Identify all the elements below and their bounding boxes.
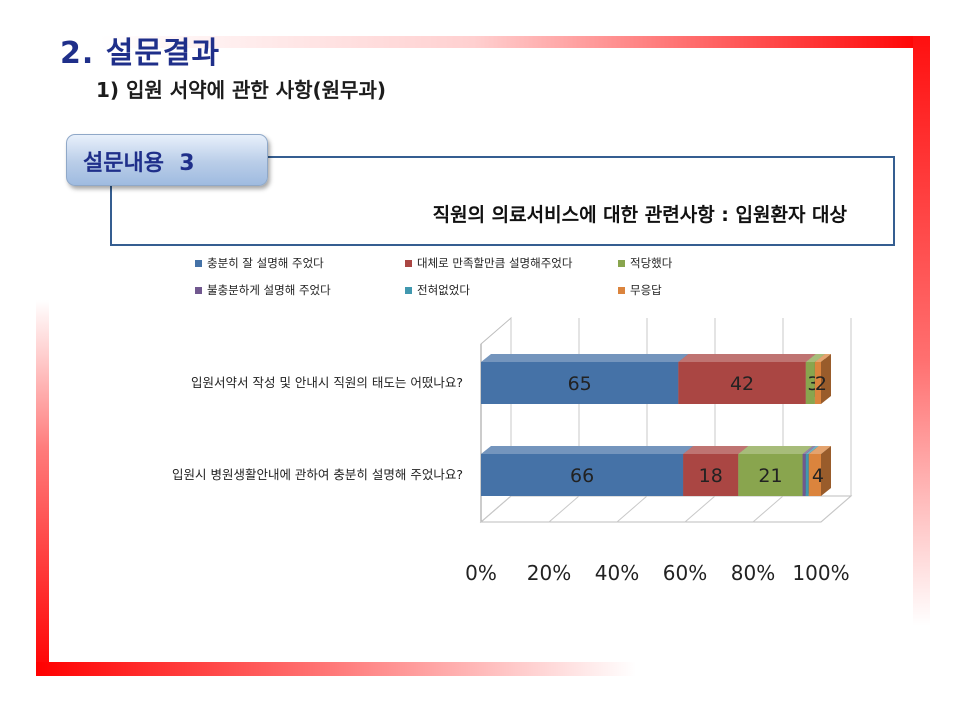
chart-floor [479,495,853,523]
bar-segment [738,454,803,496]
bar-segment [814,362,821,404]
bar-data-label: 21 [758,465,782,487]
bar-segment [808,454,821,496]
legend-label: 대체로 만족할만큼 설명해주었다 [417,256,573,270]
category-label: 입원서약서 작성 및 안내시 직원의 태도는 어떴나요? [191,375,463,390]
bar-segment [802,454,806,496]
bar-segment-top [814,354,831,362]
frame-top-bar [100,36,930,48]
legend-swatch [195,259,202,267]
frame-bottom-bar [36,662,636,676]
chart-floor-gridline [752,495,784,523]
legend-label: 불충분하게 설명해 주었다 [207,283,331,297]
bar-segment-top [678,354,816,362]
bar-segment-top [481,446,694,454]
bar-data-label: 2 [815,373,827,395]
legend-swatch [618,259,625,267]
legend-label: 충분히 잘 설명해 주었다 [207,256,324,270]
legend-label: 무응답 [630,283,662,297]
section-badge-label: 설문내용 3 [83,151,195,176]
x-tick-label: 60% [663,561,707,585]
bar-segment-top [683,446,749,454]
legend-item: 충분히 잘 설명해 주었다 [195,255,324,271]
bar-data-label: 66 [570,465,594,487]
x-tick-label: 80% [731,561,775,585]
bar-segment [805,362,815,404]
section-badge: 설문내용 3 [66,134,268,186]
bar-data-label: 42 [730,373,754,395]
legend-swatch [405,259,412,267]
bar-segment [481,362,679,404]
bar-segment-side [821,354,831,404]
legend-item: 무응답 [618,282,662,298]
chart-floor-gridline [684,495,716,523]
x-tick-label: 20% [527,561,571,585]
bar-segment [481,454,684,496]
bar-segment-top [805,354,825,362]
legend-item: 대체로 만족할만큼 설명해주었다 [405,255,572,271]
legend-label: 적당했다 [630,256,673,270]
frame-left-bar [36,300,49,676]
bar-segment-top [808,446,831,454]
legend-item: 적당했다 [618,255,672,271]
legend-swatch [618,286,625,294]
question-text: 직원의 의료서비스에 대한 관련사항 : 입원환자 대상 [432,204,847,226]
legend-swatch [195,286,202,294]
x-tick-label: 40% [595,561,639,585]
page-subtitle: 1) 입원 서약에 관한 사항(원무과) [96,78,386,102]
bar-data-label: 4 [812,465,824,487]
bar-segment [683,454,739,496]
bar-segment-top [481,354,689,362]
chart-floor-gridline [820,495,852,523]
chart-floor-gridline [548,495,580,523]
x-tick-label: 100% [792,561,849,585]
chart-floor-gridline [616,495,648,523]
chart-floor-gridline [480,495,512,523]
x-tick-label: 0% [465,561,497,585]
legend-swatch [405,286,412,294]
legend-item: 불충분하게 설명해 주었다 [195,282,331,298]
bar-segment-side [821,446,831,496]
bar-data-label: 65 [568,373,592,395]
bar-segment-top [738,446,813,454]
page-title: 2. 설문결과 [60,36,221,71]
legend-item: 전혀없었다 [405,282,470,298]
bar-data-label: 18 [699,465,723,487]
bar-segment-top [805,446,819,454]
frame-right-bar [913,36,930,626]
bar-segment [678,362,806,404]
category-label: 입원시 병원생활안내에 관하여 충분히 설명해 주었나요? [172,467,463,482]
legend-label: 전혀없었다 [417,283,470,297]
bar-segment-top [802,446,816,454]
bar-segment [805,454,809,496]
